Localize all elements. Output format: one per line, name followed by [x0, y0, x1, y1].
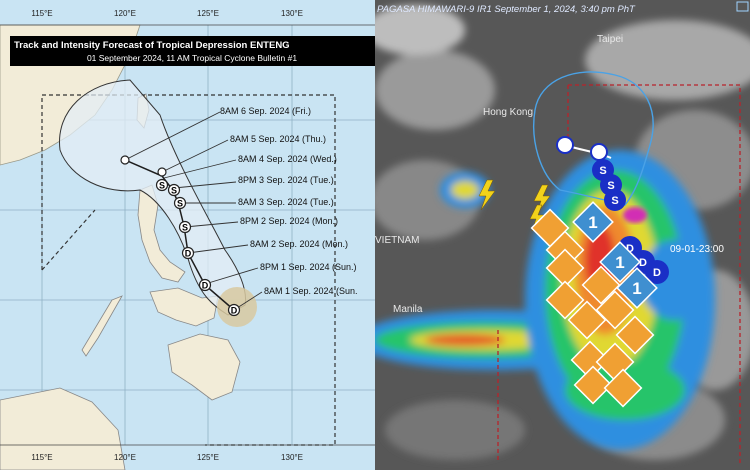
forecast-timestamp-label: 09-01-23:00 — [670, 244, 724, 255]
forecast-label-2sep-pm: 8PM 2 Sep. 2024 (Mon.) — [240, 216, 338, 226]
intense-core — [623, 207, 647, 223]
leader-lines — [124, 111, 263, 311]
forecast-label-1sep-pm: 8PM 1 Sep. 2024 (Sun.) — [260, 262, 357, 272]
forecast-label-3sep-pm: 8PM 3 Sep. 2024 (Tue.) — [238, 175, 334, 185]
signal-diamond — [616, 267, 658, 309]
warning-diamond — [603, 368, 643, 408]
lon-label-top-130: 130°E — [281, 9, 303, 18]
storm-point-5sep — [590, 143, 608, 161]
cone-of-uncertainty — [533, 71, 654, 206]
signal-number: 1 — [615, 253, 624, 272]
track-point-5sep — [157, 167, 167, 177]
signal-diamond — [599, 241, 641, 283]
storm-icon-d3 — [645, 260, 669, 284]
warning-diamond — [545, 280, 585, 320]
storm-icon-d1-letter: D — [626, 243, 634, 255]
warning-diamond — [615, 315, 655, 355]
lon-label-top-120: 120°E — [114, 9, 136, 18]
track-marker-4sep-letter: S — [159, 180, 165, 190]
visayas-islands — [149, 287, 219, 327]
warning-diamond — [545, 248, 585, 288]
par-boundary-west — [41, 94, 115, 271]
storm-icon-d2-letter: D — [639, 257, 647, 269]
storm-icon-s1-letter: S — [599, 165, 606, 177]
track-marker-4sep — [155, 178, 169, 192]
wind-signal-diamonds: 1 1 1 — [572, 201, 658, 309]
track-marker-2sep-am — [181, 246, 195, 260]
signal-number: 1 — [588, 213, 597, 232]
label-taipei: Taipei — [597, 34, 623, 45]
track-marker-3sep-pm — [167, 183, 181, 197]
track-marker-2sep-am-letter: D — [185, 248, 192, 258]
lightning-icon — [478, 179, 496, 211]
label-vietnam: VIETNAM — [375, 235, 419, 246]
storm-icon-s3-letter: S — [611, 195, 618, 207]
lon-label-top-115: 115°E — [31, 9, 52, 18]
track-marker-1sep-pm-letter: D — [202, 280, 209, 290]
storm-track: S S S D D D — [556, 136, 669, 284]
storm-icon-s2-letter: S — [607, 180, 614, 192]
warning-diamond — [595, 290, 635, 330]
track-marker-3sep-am — [173, 196, 187, 210]
header-logo — [736, 1, 749, 12]
track-marker-3sep-am-letter: S — [177, 198, 183, 208]
lightning-icon — [533, 184, 551, 216]
mindanao-island — [167, 333, 241, 401]
track-marker-1sep-am — [227, 303, 241, 317]
lon-label-bottom-115: 115°E — [31, 453, 52, 462]
title-box — [10, 36, 375, 66]
storm-icon-s3 — [604, 189, 626, 211]
warning-diamond — [573, 365, 613, 405]
warning-diamond — [581, 265, 621, 305]
label-hong-kong: Hong Kong — [483, 107, 533, 118]
borneo-island — [0, 387, 126, 470]
luzon-island — [137, 184, 186, 283]
lon-label-bottom-125: 125°E — [197, 453, 219, 462]
forecast-label-4sep: 8AM 4 Sep. 2024 (Wed.) — [238, 154, 337, 164]
track-marker-2sep-pm-letter: S — [182, 222, 188, 232]
lon-label-bottom-120: 120°E — [114, 453, 136, 462]
label-manila: Manila — [393, 304, 423, 315]
map-title: Track and Intensity Forecast of Tropical… — [14, 40, 290, 51]
lon-label-top-125: 125°E — [197, 9, 219, 18]
forecast-label-5sep: 8AM 5 Sep. 2024 (Thu.) — [230, 134, 326, 144]
track-forecast-panel: S S S S D D D 8AM 6 Sep. 2024 (Fri.) 8AM… — [0, 0, 375, 470]
map-subtitle: 01 September 2024, 11 AM Tropical Cyclon… — [87, 53, 297, 63]
signal-number: 1 — [632, 279, 641, 298]
track-point-6sep — [120, 155, 130, 165]
track-marker-1sep-am-letter: D — [231, 305, 238, 315]
rainfall-warning-diamonds — [530, 208, 655, 408]
satellite-panel: S S S D D D — [375, 0, 750, 470]
signal-diamond — [572, 201, 614, 243]
forecast-label-2sep-am: 8AM 2 Sep. 2024 (Mon.) — [250, 239, 348, 249]
track-marker-2sep-pm — [178, 220, 192, 234]
track-forecast-map: S S S S D D D 8AM 6 Sep. 2024 (Fri.) 8AM… — [0, 0, 375, 470]
lon-label-bottom-130: 130°E — [281, 453, 303, 462]
satellite-header: PAGASA HIMAWARI-9 IR1 September 1, 2024,… — [377, 4, 636, 15]
warning-diamond — [570, 340, 610, 380]
forecast-label-6sep: 8AM 6 Sep. 2024 (Fri.) — [220, 106, 311, 116]
forecast-label-1sep-am: 8AM 1 Sep. 2024 (Sun. — [264, 286, 358, 296]
forecast-label-3sep-am: 8AM 3 Sep. 2024 (Tue.) — [238, 197, 334, 207]
track-marker-3sep-pm-letter: S — [171, 185, 177, 195]
satellite-image: S S S D D D — [375, 0, 750, 470]
lightning-icons — [478, 179, 551, 232]
cone-of-uncertainty — [59, 79, 247, 316]
track-marker-1sep-pm — [198, 278, 212, 292]
warning-diamond — [567, 300, 607, 340]
storm-point-6sep — [556, 136, 574, 154]
storm-icon-d3-letter: D — [653, 267, 661, 279]
palawan-island — [81, 295, 123, 357]
